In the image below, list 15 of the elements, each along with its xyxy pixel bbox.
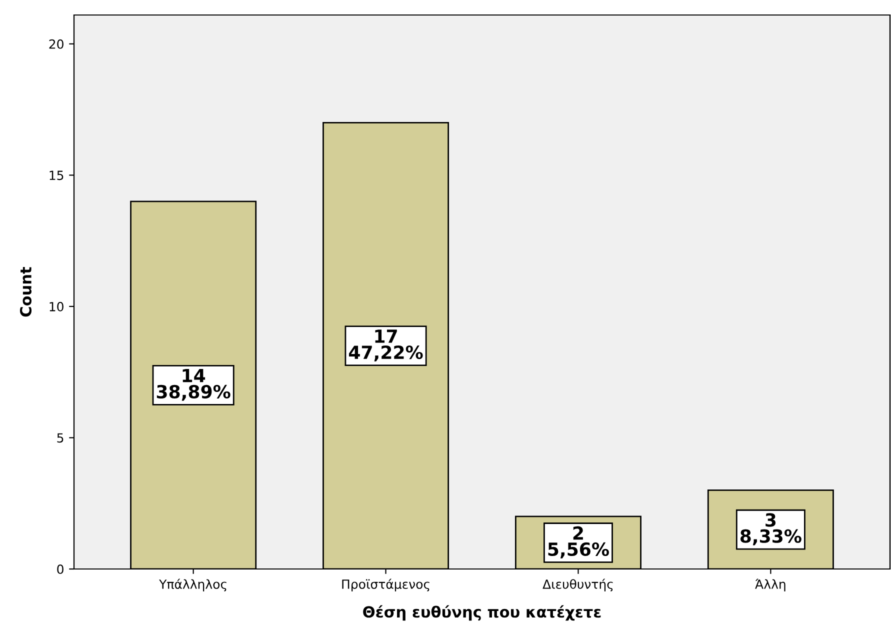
y-axis-title: Count xyxy=(20,266,32,317)
y-tick-label: 5 xyxy=(57,433,64,443)
data-label: 3 8,33% xyxy=(740,513,802,546)
x-tick-label: Προϊστάμενος xyxy=(342,578,430,592)
data-label: 14 38,89% xyxy=(156,368,230,401)
x-axis-title: Θέση ευθύνης που κατέχετε xyxy=(363,605,601,621)
x-tick-label: Άλλη xyxy=(755,578,786,592)
y-tick-label: 15 xyxy=(50,170,64,180)
y-tick-label: 0 xyxy=(57,564,64,574)
y-tick-label: 20 xyxy=(49,39,64,49)
x-tick-label: Διευθυντής xyxy=(542,578,613,592)
data-label: 17 47,22% xyxy=(348,330,423,362)
data-label: 2 5,56% xyxy=(548,526,609,558)
y-tick-label: 10 xyxy=(50,302,64,312)
x-tick-label: Υπάλληλος xyxy=(159,578,226,592)
